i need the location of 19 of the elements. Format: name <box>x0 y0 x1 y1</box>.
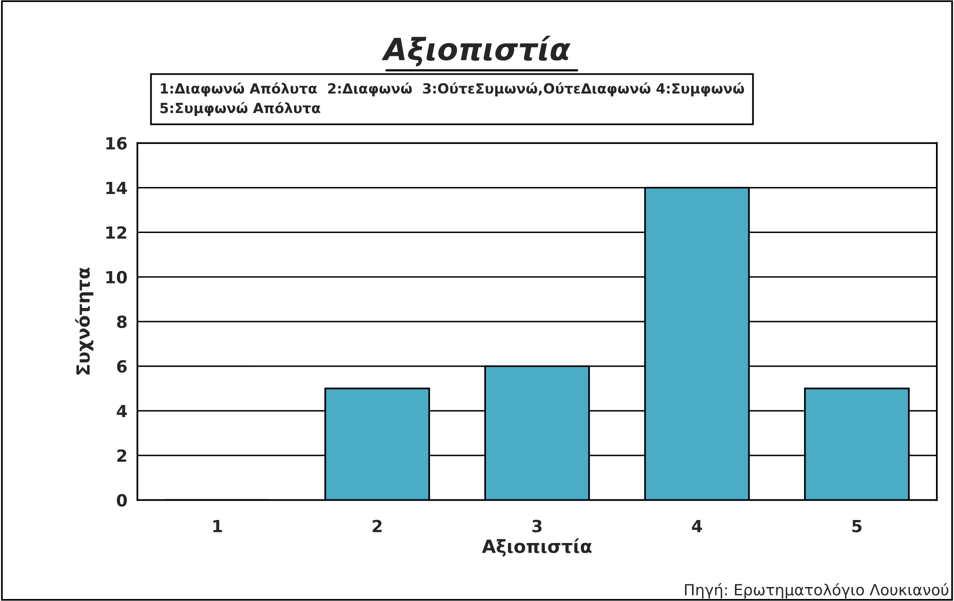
x-tick-label: 3 <box>532 520 542 532</box>
chart-title: Αξιοπιστία <box>382 36 571 66</box>
y-tick-label: 2 <box>117 449 126 462</box>
x-tick-label: 5 <box>852 520 862 532</box>
y-tick-label: 4 <box>116 404 127 418</box>
y-tick-label: 6 <box>117 360 127 373</box>
y-tick-label: 14 <box>106 182 127 194</box>
x-axis-title: Αξιοπιστία <box>482 538 592 557</box>
text: Πηγή: Ερωτηματολόγιο Λουκιανού <box>685 583 948 598</box>
y-tick-label: 16 <box>106 137 127 150</box>
y-axis-title: Συχνότητα <box>75 268 94 374</box>
x-tick-label: 1 <box>213 520 222 532</box>
text: 1:Διαφωνώ Απόλυτα 2:Διαφωνώ 3:ΟύτεΣυμωνώ,ΟύτεΔιαφωνώ 4:Συμφωνώ 5:Συμφωνώ Απόλυτα <box>160 82 744 116</box>
x-tick-label: 2 <box>372 520 382 532</box>
y-tick-label: 0 <box>116 494 127 507</box>
y-tick-label: 10 <box>106 270 127 284</box>
y-tick-label: 12 <box>106 226 126 239</box>
y-tick-label: 8 <box>117 315 127 328</box>
x-tick-label: 4 <box>692 520 702 532</box>
